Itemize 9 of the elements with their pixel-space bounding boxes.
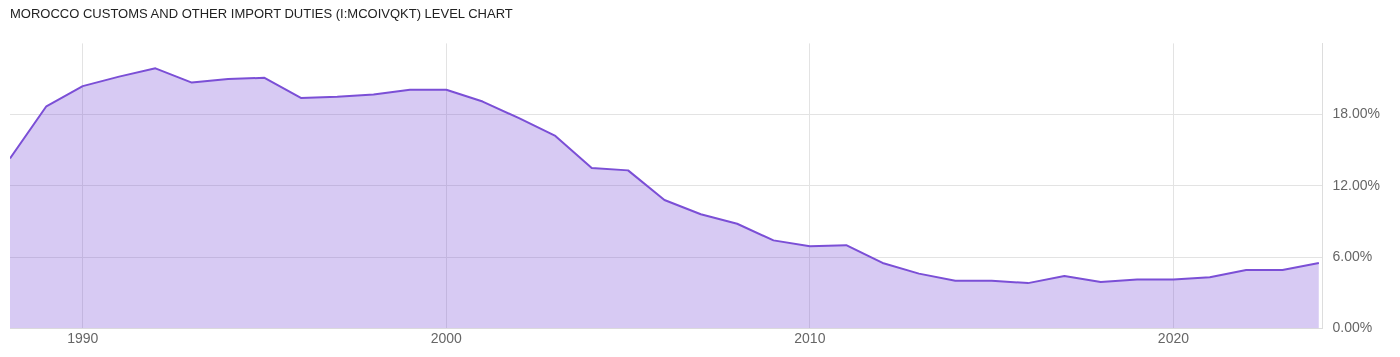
y-tick-label: 0.00%: [1332, 319, 1373, 336]
x-tick-label: 1990: [67, 330, 99, 347]
chart-title: MOROCCO CUSTOMS AND OTHER IMPORT DUTIES (I:MCOIVQKT) LEVEL CHART: [9, 5, 514, 23]
y-tick-label: 6.00%: [1332, 247, 1373, 264]
x-tick-label: 2020: [1157, 330, 1190, 347]
y-tick-label: 12.00%: [1332, 176, 1380, 193]
x-tick-label: 2010: [794, 330, 826, 347]
x-tick-label: 2000: [430, 330, 463, 347]
y-tick-label: 18.00%: [1332, 105, 1380, 122]
